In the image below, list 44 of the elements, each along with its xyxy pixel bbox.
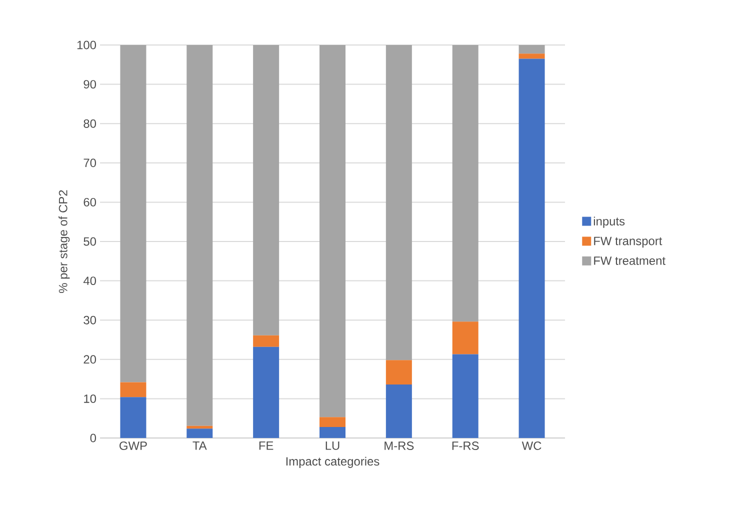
x-tick-label: F-RS: [452, 442, 479, 450]
x-tick-label: GWP: [120, 442, 147, 450]
bar: [518, 54, 545, 59]
bar: [386, 384, 412, 438]
bar: [186, 44, 213, 426]
bar: [120, 397, 146, 438]
y-tick-label: 70: [84, 158, 96, 168]
x-tick-label: LU: [326, 442, 340, 450]
y-tick-label: 60: [84, 198, 96, 206]
y-tick-label: 100: [77, 40, 96, 50]
legend-label: inputs: [594, 216, 625, 228]
bar: [386, 360, 412, 385]
bar: [120, 44, 146, 382]
y-tick-label: 50: [84, 237, 96, 246]
y-axis-title: % per stage of CP2: [58, 190, 70, 293]
x-tick-label: TA: [192, 442, 207, 450]
bar: [320, 426, 346, 438]
x-tick-label: FE: [259, 442, 274, 450]
bar: [452, 354, 478, 438]
bar: [186, 426, 213, 429]
bar: [253, 346, 280, 438]
bar: [320, 417, 346, 427]
y-tick-label: 80: [84, 119, 96, 128]
y-tick-label: 30: [84, 316, 96, 324]
x-tick-label: WC: [522, 442, 542, 450]
bar: [518, 44, 545, 54]
bar: [386, 44, 412, 360]
y-tick-label: 10: [84, 394, 96, 403]
legend-label: FW treatment: [594, 256, 666, 265]
y-tick-label: 90: [84, 80, 96, 89]
x-tick-label: M-RS: [384, 442, 414, 450]
bar: [452, 44, 478, 322]
x-axis-title: Impact categories: [286, 456, 380, 468]
y-tick-label: 40: [83, 276, 96, 286]
bar: [518, 58, 545, 438]
bar: [452, 322, 478, 354]
bar: [120, 382, 146, 398]
bar: [320, 44, 346, 418]
y-tick-label: 0: [90, 434, 96, 442]
bar: [253, 335, 280, 347]
y-tick-label: 20: [84, 355, 96, 364]
bar: [186, 428, 213, 438]
legend-label: FW transport: [594, 236, 662, 248]
bar: [253, 44, 280, 336]
